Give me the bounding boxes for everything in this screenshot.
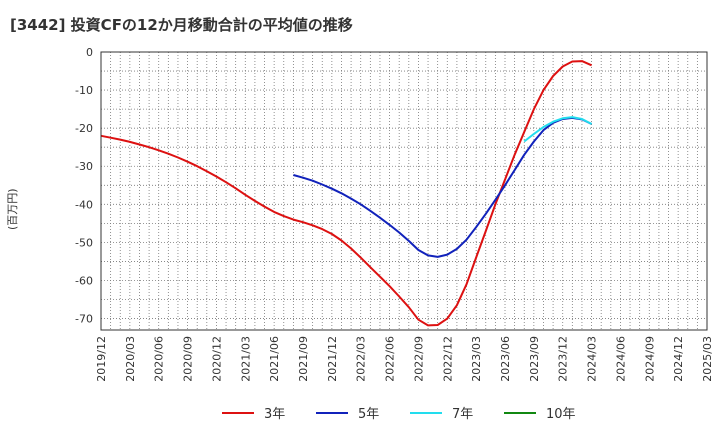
legend-label-7年: 7年 xyxy=(452,407,473,422)
legend: 3年 5年 7年 10年 xyxy=(222,407,576,422)
series-line-5年 xyxy=(293,116,593,258)
x-tick-label: 2024/12 xyxy=(672,336,685,382)
y-tick-label: -50 xyxy=(75,236,93,249)
chart-title: [3442] 投資CFの12か月移動合計の平均値の推移 xyxy=(10,16,353,34)
x-axis-ticks: 2019/12 2020/03 2020/06 2020/09 2020/12 2021/… xyxy=(95,336,714,382)
plot-frame xyxy=(100,51,708,331)
x-tick-label: 2024/09 xyxy=(643,336,656,382)
y-tick-label: -10 xyxy=(75,84,93,97)
x-tick-label: 2023/03 xyxy=(470,336,483,382)
x-tick-label: 2021/03 xyxy=(239,336,252,382)
x-tick-label: 2025/03 xyxy=(701,336,714,382)
x-tick-label: 2022/03 xyxy=(355,336,368,382)
x-tick-label: 2020/06 xyxy=(153,336,166,382)
x-tick-label: 2021/09 xyxy=(297,336,310,382)
grid-lines xyxy=(101,52,707,330)
x-tick-label: 2022/06 xyxy=(384,336,397,382)
y-axis-ticks: 0 -10 -20 -30 -40 -50 -60 -70 xyxy=(75,46,93,326)
x-tick-label: 2020/09 xyxy=(182,336,195,382)
x-tick-label: 2020/12 xyxy=(210,336,223,382)
x-tick-label: 2024/06 xyxy=(614,336,627,382)
x-tick-label: 2023/09 xyxy=(528,336,541,382)
x-tick-label: 2022/09 xyxy=(412,336,425,382)
x-tick-label: 2020/03 xyxy=(124,336,137,382)
x-tick-label: 2023/06 xyxy=(499,336,512,382)
y-tick-label: 0 xyxy=(86,46,93,59)
x-tick-label: 2021/12 xyxy=(326,336,339,382)
x-tick-label: 2022/12 xyxy=(441,336,454,382)
legend-label-3年: 3年 xyxy=(264,407,285,422)
x-tick-label: 2019/12 xyxy=(95,336,108,382)
x-tick-label: 2021/06 xyxy=(268,336,281,382)
series-line-7年 xyxy=(523,116,593,143)
y-tick-label: -20 xyxy=(75,122,93,135)
y-tick-label: -70 xyxy=(75,313,93,326)
y-tick-label: -40 xyxy=(75,198,93,211)
y-tick-label: -30 xyxy=(75,160,93,173)
legend-label-10年: 10年 xyxy=(546,407,576,422)
legend-label-5年: 5年 xyxy=(358,407,379,422)
x-tick-label: 2023/12 xyxy=(557,336,570,382)
plot-background xyxy=(101,52,707,330)
x-tick-label: 2024/03 xyxy=(586,336,599,382)
series-lines xyxy=(100,60,593,327)
series-line-3年 xyxy=(100,60,593,327)
y-tick-label: -60 xyxy=(75,274,93,287)
